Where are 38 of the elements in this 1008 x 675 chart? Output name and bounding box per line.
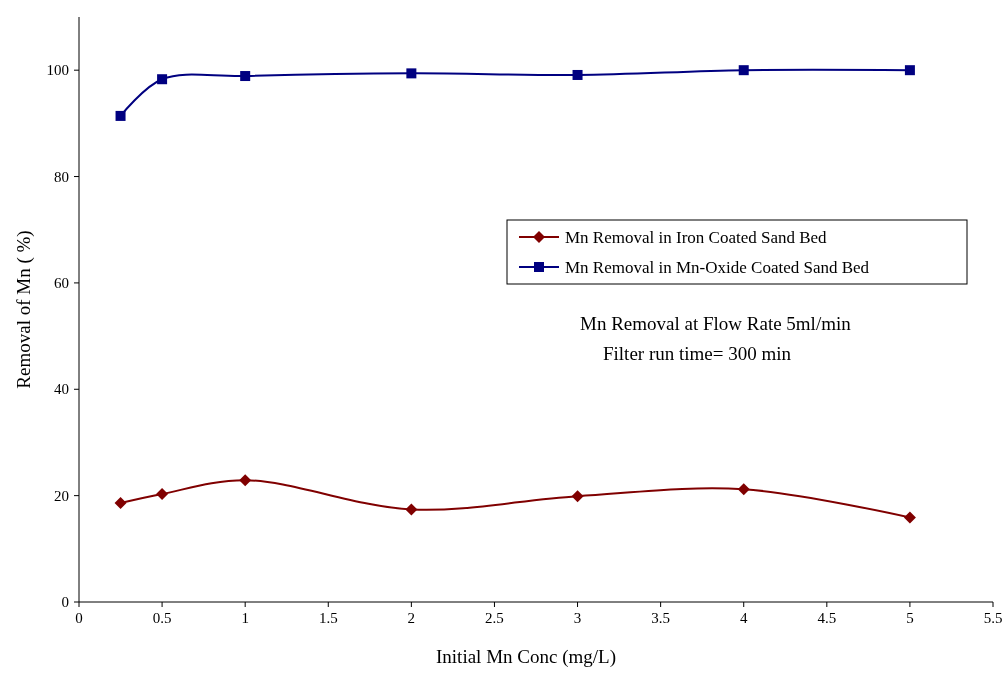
point [737,483,750,496]
point [240,71,251,82]
legend-label: Mn Removal in Iron Coated Sand Bed [565,228,828,247]
annotation: Mn Removal at Flow Rate 5ml/min [580,313,852,334]
point [406,68,417,79]
x-tick-label: 5.5 [983,610,1003,626]
y-tick-label: 80 [54,168,69,185]
x-tick-label: 3 [573,610,582,626]
point [157,74,168,85]
y-tick-label: 100 [46,62,69,79]
point [738,65,749,76]
x-tick-label: 1 [241,610,249,626]
x-tick-label: 4 [739,610,748,626]
x-axis-title: Initial Mn Conc (mg/L) [436,646,616,668]
point [572,69,583,80]
legend-label: Mn Removal in Mn-Oxide Coated Sand Bed [565,258,870,277]
point [115,110,126,121]
annotation: Filter run time= 300 min [603,343,792,364]
x-tick-label: 2.5 [485,610,504,626]
x-tick-label: 2 [407,610,416,626]
point [239,474,252,487]
point [571,490,584,503]
y-tick-label: 60 [54,274,69,291]
x-tick-label: 4.5 [817,610,837,626]
x-tick-label: 0.5 [152,610,172,626]
x-tick-label: 5 [906,610,914,626]
x-tick-label: 3.5 [651,610,671,626]
point [156,488,169,501]
y-tick-label: 0 [61,594,69,610]
point [903,511,916,524]
point [405,503,418,516]
y-tick-label: 20 [54,487,69,504]
y-axis-title: Removal of Mn ( %) [13,230,35,389]
y-tick-label: 40 [54,381,69,398]
point [114,497,127,510]
x-tick-label: 1.5 [318,610,338,626]
x-tick-label: 0 [75,610,83,626]
point [904,65,915,76]
